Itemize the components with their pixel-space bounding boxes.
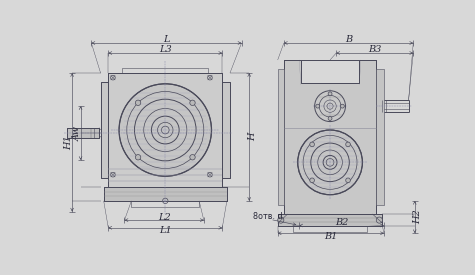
- Text: H: H: [248, 133, 257, 141]
- Circle shape: [341, 104, 344, 108]
- Circle shape: [278, 217, 284, 223]
- Text: H1: H1: [65, 135, 74, 150]
- Bar: [284, 60, 376, 214]
- Circle shape: [310, 178, 314, 183]
- Text: B2: B2: [335, 218, 348, 227]
- Bar: [293, 226, 367, 232]
- Circle shape: [328, 92, 332, 96]
- Bar: [222, 82, 230, 178]
- Bar: [66, 128, 99, 139]
- Bar: [222, 82, 230, 178]
- Text: B1: B1: [324, 232, 338, 241]
- Text: L: L: [163, 35, 170, 45]
- Bar: [108, 73, 222, 187]
- Text: 8отв. d: 8отв. d: [253, 212, 283, 221]
- Text: L3: L3: [159, 45, 171, 54]
- Circle shape: [190, 155, 195, 160]
- Bar: [108, 73, 222, 187]
- Bar: [132, 201, 199, 207]
- Text: H2: H2: [413, 210, 422, 224]
- Bar: [376, 69, 384, 205]
- Text: B3: B3: [368, 45, 381, 54]
- Bar: [278, 214, 382, 226]
- Circle shape: [346, 142, 351, 147]
- Bar: [278, 214, 382, 226]
- Text: L1: L1: [159, 226, 171, 235]
- Bar: [104, 187, 227, 201]
- Bar: [284, 60, 376, 214]
- Circle shape: [376, 217, 382, 223]
- Circle shape: [135, 155, 141, 160]
- Text: L2: L2: [158, 213, 171, 222]
- Circle shape: [310, 142, 314, 147]
- Bar: [104, 187, 227, 201]
- Bar: [122, 68, 209, 73]
- Bar: [301, 60, 359, 83]
- Text: Aw: Aw: [73, 126, 82, 141]
- Bar: [278, 69, 284, 205]
- Circle shape: [135, 100, 141, 106]
- Circle shape: [346, 178, 351, 183]
- Circle shape: [316, 104, 320, 108]
- Circle shape: [328, 117, 332, 120]
- Bar: [101, 82, 108, 178]
- Text: B: B: [345, 35, 352, 45]
- Bar: [101, 82, 108, 178]
- Circle shape: [119, 84, 211, 176]
- Circle shape: [190, 100, 195, 106]
- Circle shape: [298, 130, 362, 195]
